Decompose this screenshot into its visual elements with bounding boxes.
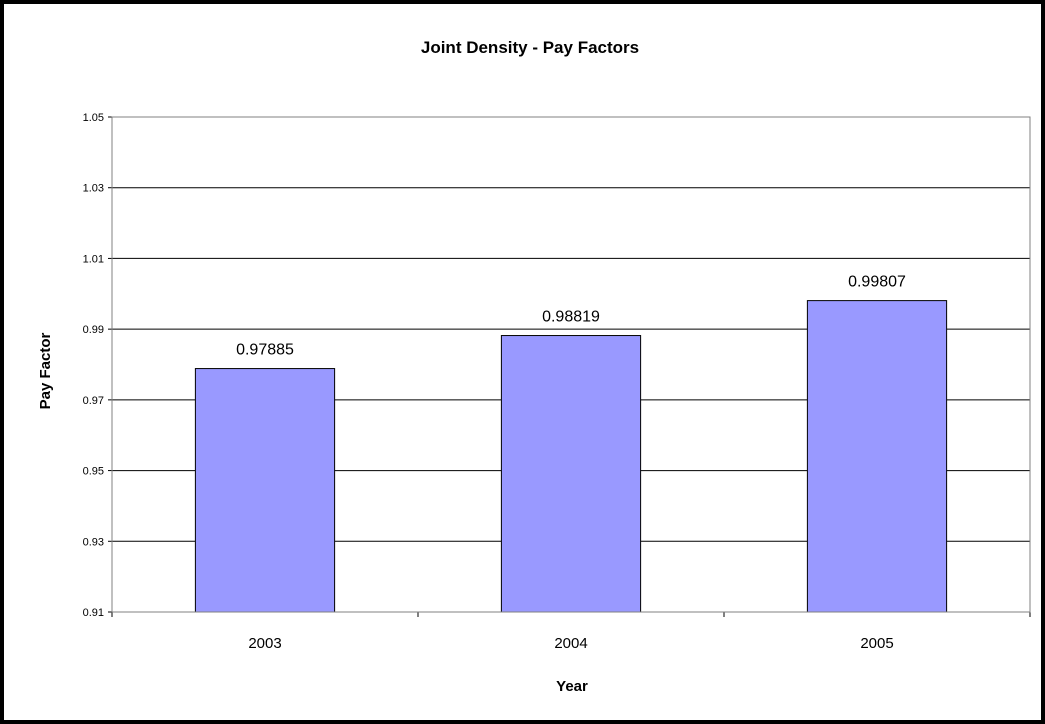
data-labels: 0.97885 0.98819 0.99807	[236, 274, 906, 359]
y-tick-label: 1.03	[83, 183, 104, 195]
y-tick-label: 1.05	[83, 112, 104, 124]
x-tick-label-2003: 2003	[248, 635, 281, 652]
x-tick-label-2005: 2005	[860, 635, 893, 652]
y-axis-title: Pay Factor	[37, 332, 54, 409]
y-axis-ticks: 0.91 0.93 0.95 0.97 0.99 1.01 1.03 1.05	[83, 112, 112, 619]
bar-2005	[806, 300, 948, 613]
data-label-2004: 0.98819	[542, 309, 600, 326]
y-tick-label: 0.99	[83, 324, 104, 336]
y-tick-label: 0.91	[83, 607, 104, 619]
bar-2003	[194, 368, 336, 613]
data-label-2005: 0.99807	[848, 274, 906, 291]
y-tick-label: 0.95	[83, 466, 104, 478]
y-tick-label: 1.01	[83, 253, 104, 265]
plot-area	[111, 116, 1031, 613]
x-axis-ticks: 2003 2004 2005	[111, 611, 1031, 652]
bars	[194, 300, 948, 613]
y-tick-label: 0.93	[83, 536, 104, 548]
x-axis-title: Year	[556, 678, 588, 695]
chart-title: Joint Density - Pay Factors	[421, 38, 639, 57]
x-tick-label-2004: 2004	[554, 635, 587, 652]
bar-2004	[500, 335, 642, 613]
y-tick-label: 0.97	[83, 395, 104, 407]
data-label-2003: 0.97885	[236, 342, 294, 359]
